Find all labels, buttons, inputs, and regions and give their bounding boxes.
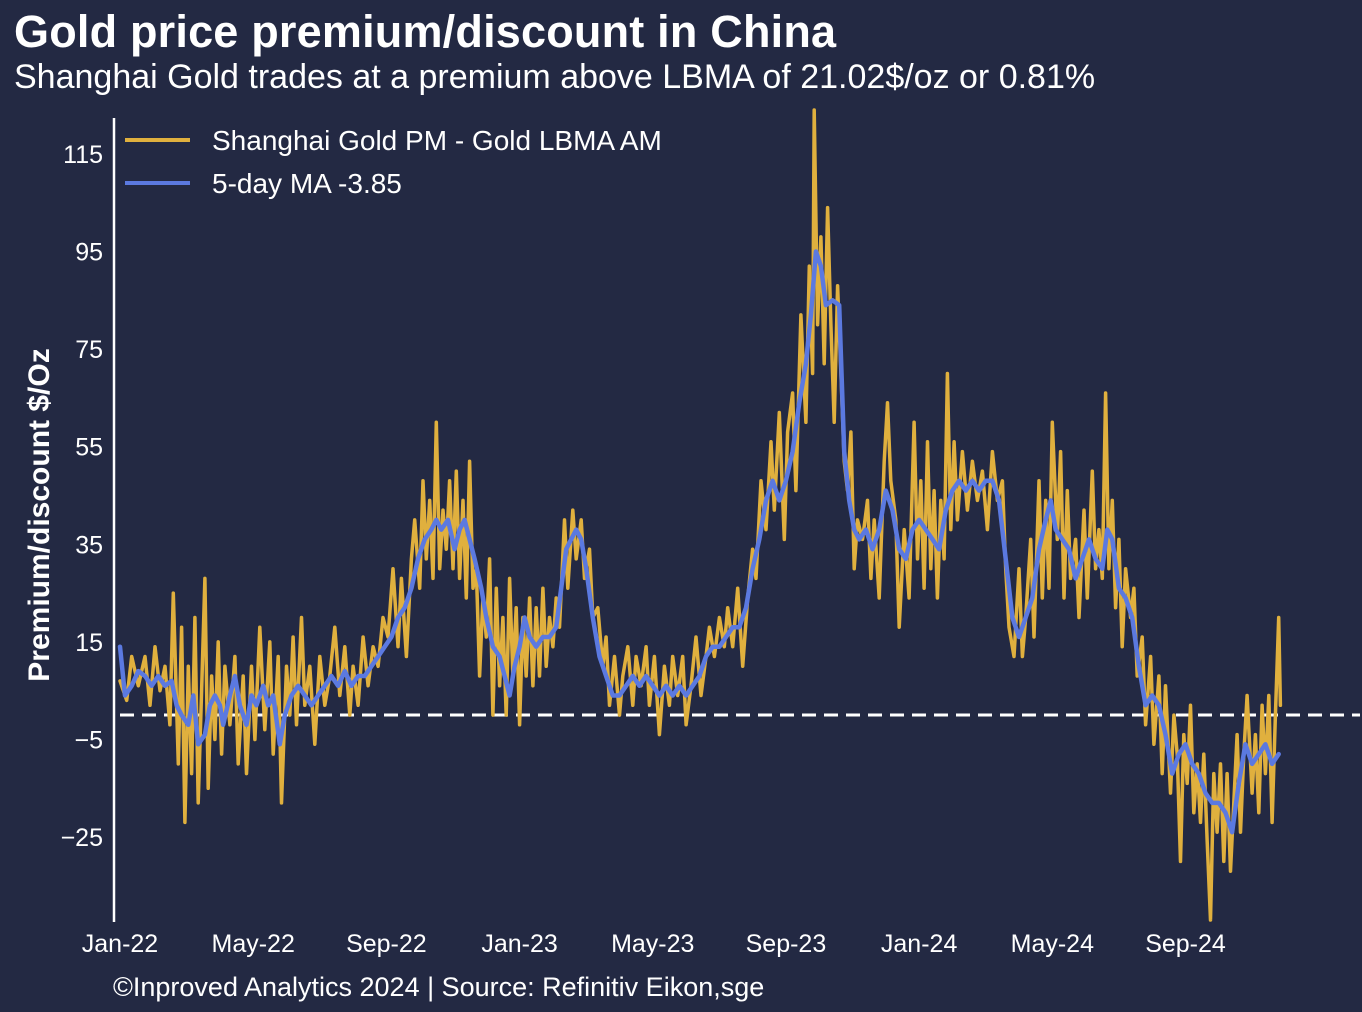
legend-label-ma: 5-day MA -3.85 <box>212 168 402 199</box>
series-layer <box>117 108 1283 922</box>
x-tick-label: Sep-23 <box>746 930 827 958</box>
y-tick-label: 35 <box>75 531 103 559</box>
chart-subtitle: Shanghai Gold trades at a premium above … <box>14 58 1096 96</box>
x-tick-label: Sep-24 <box>1145 930 1226 958</box>
y-tick-label: 75 <box>75 336 103 364</box>
x-tick-label: Sep-22 <box>346 930 427 958</box>
axis-layer: 115 95 75 55 35 15 −5 −25 Jan-22 May-22 Sep-22 Jan-… <box>61 118 1226 958</box>
legend-label-gold: Shanghai Gold PM - Gold LBMA AM <box>212 125 662 156</box>
y-tick-label: 15 <box>75 629 103 657</box>
x-tick-label: Jan-22 <box>82 930 158 958</box>
legend: Shanghai Gold PM - Gold LBMA AM 5-day MA… <box>125 125 662 199</box>
source-footer: ©Inproved Analytics 2024 | Source: Refin… <box>113 972 765 1002</box>
y-tick-label: 95 <box>75 239 103 267</box>
x-tick-label: Jan-24 <box>881 930 958 958</box>
series-line-5day-ma <box>117 249 1281 835</box>
chart-title: Gold price premium/discount in China <box>14 6 837 57</box>
x-tick-label: Jan-23 <box>481 930 557 958</box>
x-tick-label: May-24 <box>1011 930 1094 958</box>
x-tick-label: May-23 <box>611 930 694 958</box>
x-tick-label: May-22 <box>212 930 295 958</box>
y-tick-label: 55 <box>75 434 103 462</box>
series-line-gold-premium <box>118 108 1283 922</box>
y-tick-label: −5 <box>74 726 103 754</box>
y-tick-label: −25 <box>61 824 103 852</box>
y-tick-label: 115 <box>63 141 103 169</box>
